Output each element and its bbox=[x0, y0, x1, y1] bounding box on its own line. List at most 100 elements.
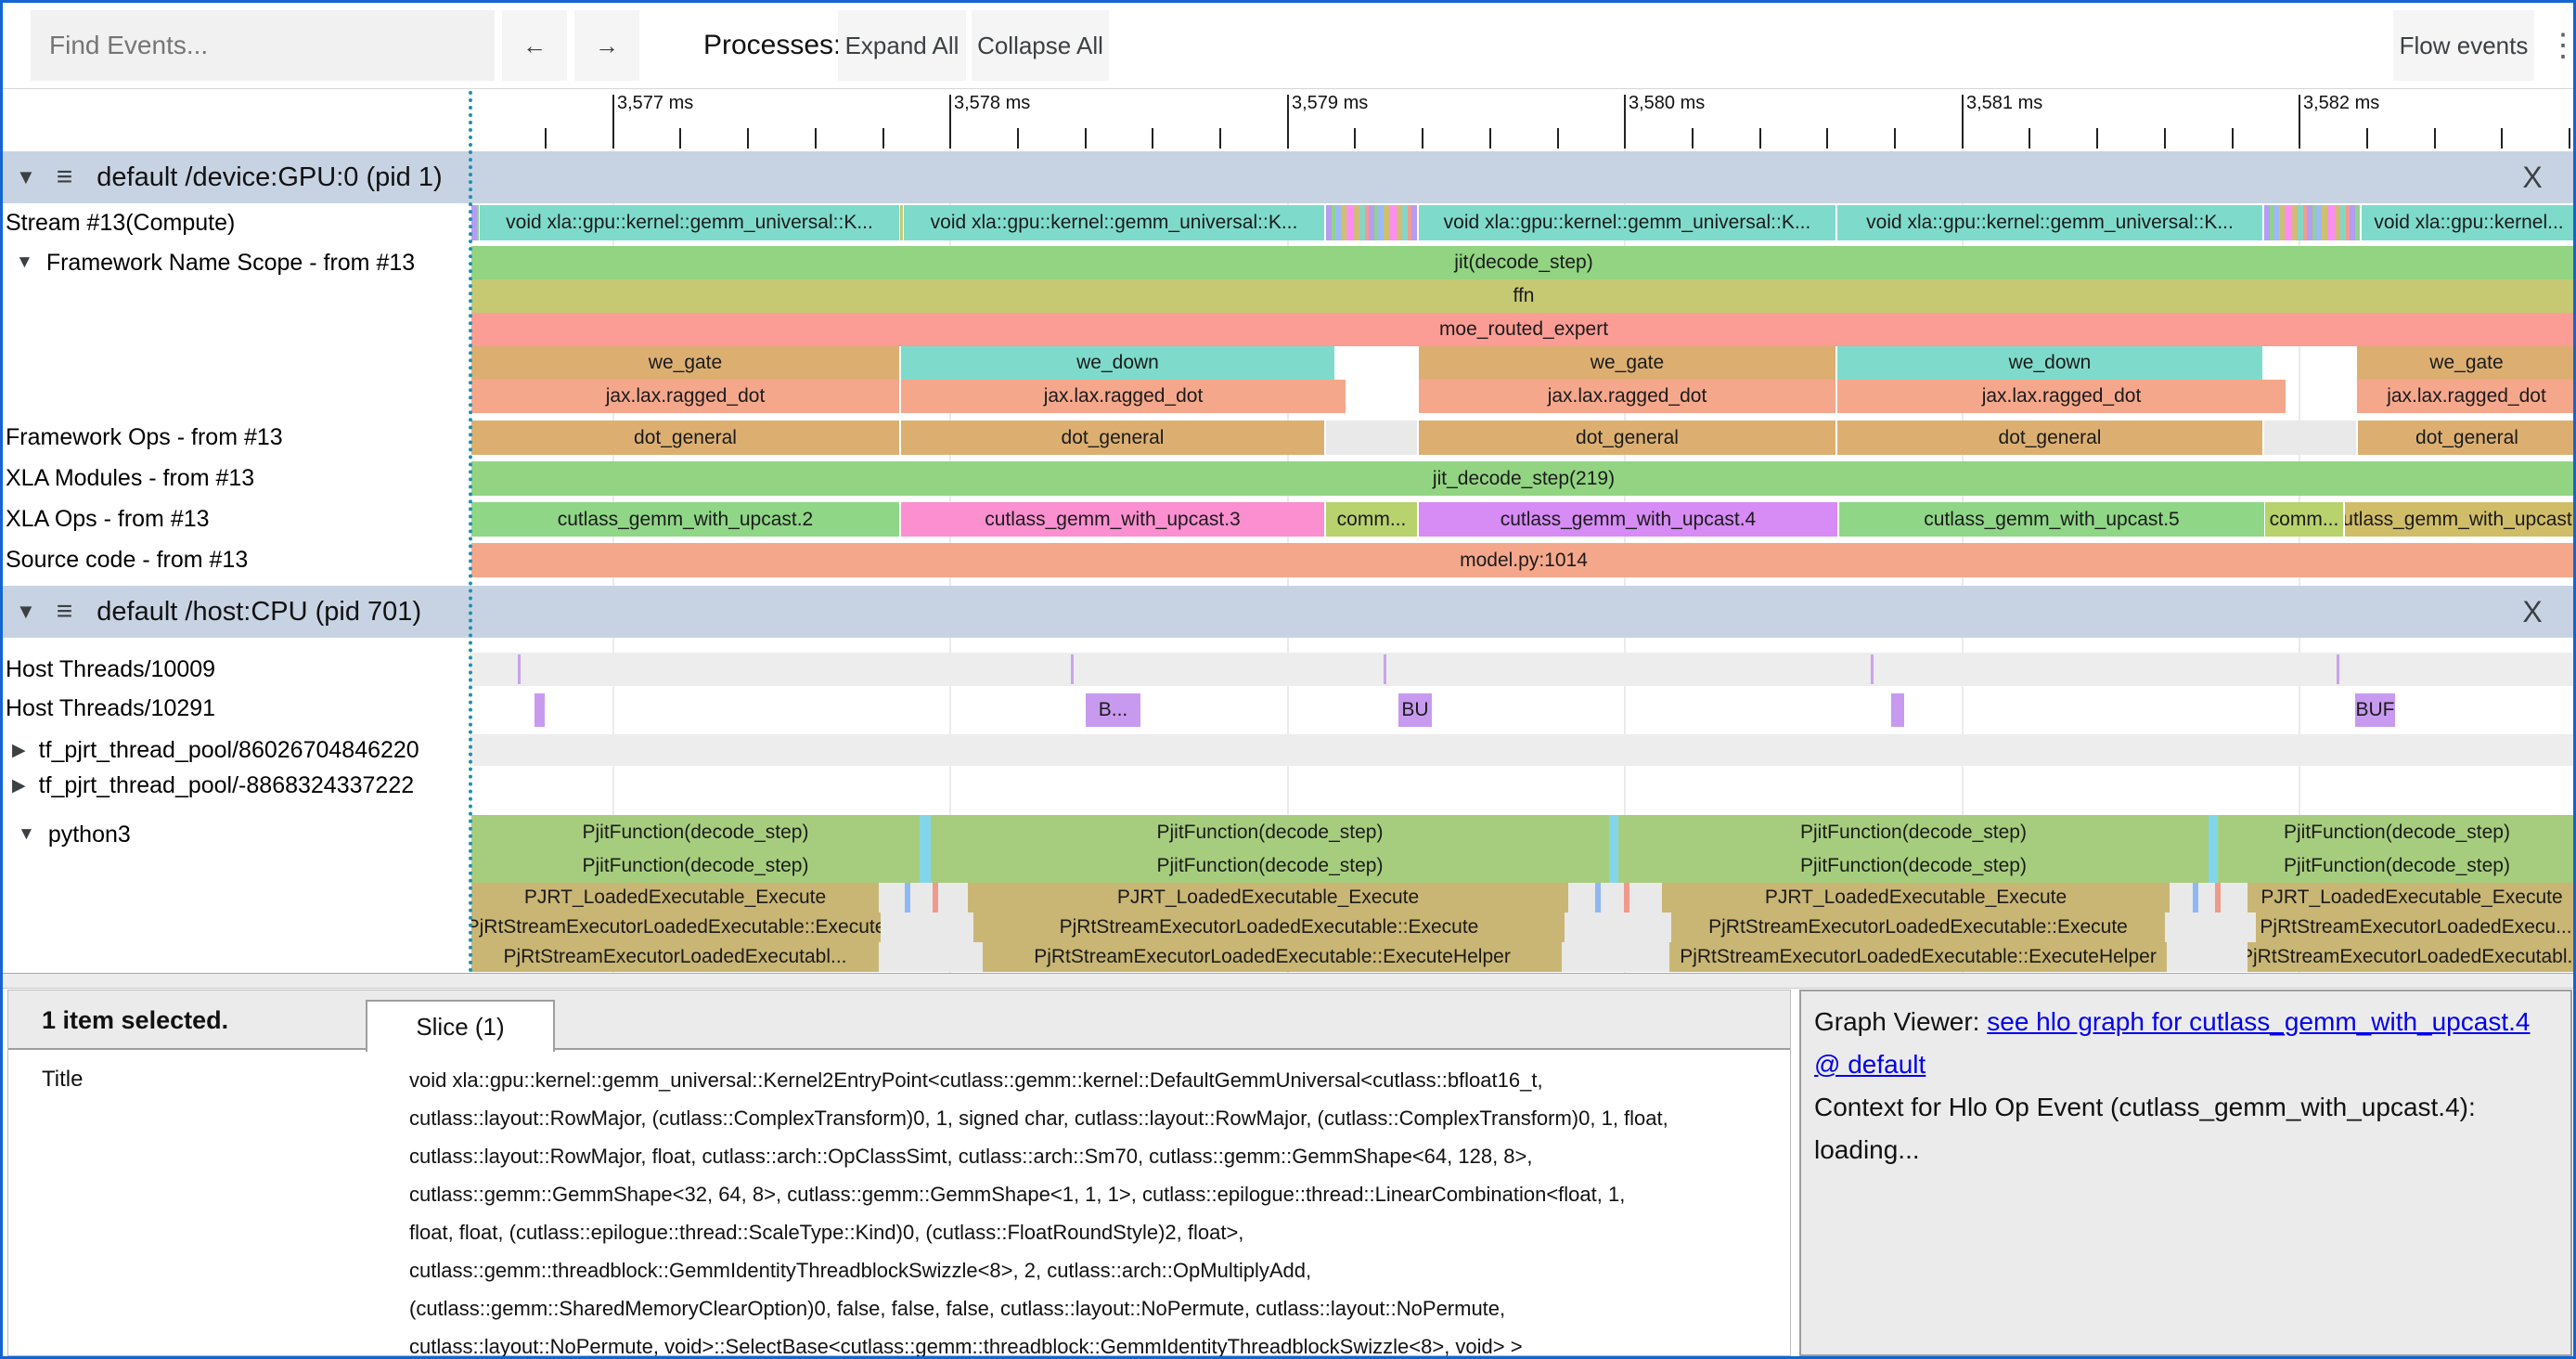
timeline-event[interactable]: PJRT_LoadedExecutable_Execute bbox=[2248, 883, 2573, 912]
timeline-event[interactable]: cutlass_gemm_with_upcast.5 bbox=[1839, 502, 2264, 537]
track-label[interactable]: XLA Ops - from #13 bbox=[6, 502, 210, 537]
timeline-event[interactable]: PJRT_LoadedExecutable_Execute bbox=[471, 883, 879, 912]
timeline-event[interactable]: PjRtStreamExecutorLoadedExecutabl... bbox=[471, 942, 879, 972]
timeline-event[interactable]: dot_general bbox=[1837, 421, 2262, 455]
timeline-event[interactable] bbox=[1384, 654, 1386, 684]
timeline-event[interactable]: PjRtStreamExecutorLoadedExecutable::Exec… bbox=[1671, 912, 2165, 942]
search-input[interactable] bbox=[31, 10, 495, 81]
prev-result-button[interactable]: ← bbox=[502, 10, 567, 81]
timeline-event[interactable]: PjitFunction(decode_step) bbox=[1618, 849, 2209, 883]
timeline-event[interactable] bbox=[471, 205, 479, 240]
next-result-button[interactable]: → bbox=[574, 10, 639, 81]
timeline-event[interactable] bbox=[881, 912, 973, 942]
timeline-event[interactable] bbox=[1565, 912, 1671, 942]
timeline-event[interactable] bbox=[900, 205, 903, 240]
track-label[interactable]: ▶ tf_pjrt_thread_pool/86026704846220 bbox=[12, 734, 419, 766]
timeline-event[interactable]: cutlass_gemm_with_upcast.3 bbox=[901, 502, 1324, 537]
timeline-event[interactable]: cutlass_gemm_with_upcast.2 bbox=[471, 502, 899, 537]
timeline-event[interactable]: PjitFunction(decode_step) bbox=[931, 815, 1609, 849]
timeline-event[interactable]: void xla::gpu::kernel::gemm_universal::K… bbox=[1837, 205, 2262, 240]
timeline-event[interactable] bbox=[920, 815, 931, 849]
timeline-event[interactable] bbox=[1071, 654, 1074, 684]
timeline-event[interactable]: B... bbox=[1086, 693, 1140, 727]
timeline-event[interactable] bbox=[1562, 942, 1669, 972]
timeline-event[interactable]: cutlass_gemm_with_upcast.6 bbox=[2345, 502, 2573, 537]
timeline-event[interactable]: PjRtStreamExecutorLoadedExecutable::Exec… bbox=[471, 912, 881, 942]
timeline-event[interactable]: jax.lax.ragged_dot bbox=[1837, 380, 2286, 413]
timeline-event[interactable]: dot_general bbox=[471, 421, 899, 455]
hamburger-icon[interactable]: ≡ bbox=[56, 596, 73, 627]
timeline-event[interactable]: we_down bbox=[1837, 346, 2262, 380]
timeline-event[interactable]: dot_general bbox=[1419, 421, 1835, 455]
timeline-event[interactable]: comm... bbox=[2265, 502, 2343, 537]
close-process-button[interactable]: X bbox=[2522, 160, 2543, 194]
track-label[interactable]: Source code - from #13 bbox=[6, 543, 248, 577]
timeline-event[interactable]: we_gate bbox=[1419, 346, 1835, 380]
track-label[interactable]: Stream #13(Compute) bbox=[6, 205, 235, 240]
expand-arrow-icon[interactable]: ▶ bbox=[12, 740, 26, 760]
track-label[interactable]: ▶ tf_pjrt_thread_pool/-8868324337222 bbox=[12, 768, 414, 803]
timeline-event[interactable] bbox=[905, 883, 910, 912]
timeline-event[interactable]: PjitFunction(decode_step) bbox=[1618, 815, 2209, 849]
hamburger-icon[interactable]: ≡ bbox=[56, 162, 73, 192]
timeline-event[interactable]: jax.lax.ragged_dot bbox=[1419, 380, 1835, 413]
timeline-event[interactable]: void xla::gpu::kernel::gemm_universal::K… bbox=[1419, 205, 1835, 240]
timeline-event[interactable] bbox=[2337, 654, 2339, 684]
time-ruler[interactable]: 3,577 ms 3,578 ms 3,579 ms 3,580 ms 3,581 ms… bbox=[3, 89, 2573, 149]
timeline-event[interactable]: PjRtStreamExecutorLoadedExecu... bbox=[2256, 912, 2573, 942]
hlo-graph-link[interactable]: see hlo graph for cutlass_gemm_with_upca… bbox=[1814, 1007, 2531, 1079]
timeline-event[interactable]: void xla::gpu::kernel::gemm_universal::K… bbox=[904, 205, 1324, 240]
expand-all-button[interactable]: Expand All bbox=[838, 10, 966, 81]
timeline-event[interactable] bbox=[920, 849, 931, 883]
expand-arrow-icon[interactable]: ▶ bbox=[12, 775, 26, 796]
timeline-event[interactable] bbox=[1568, 883, 1662, 912]
collapse-arrow-icon[interactable]: ▼ bbox=[16, 165, 36, 188]
process-header-gpu[interactable]: ▼ ≡ default /device:GPU:0 (pid 1) X bbox=[3, 151, 2573, 203]
timeline-event[interactable]: comm... bbox=[1326, 502, 1417, 537]
timeline-event[interactable]: model.py:1014 bbox=[471, 543, 2573, 577]
timeline-event[interactable]: PjitFunction(decode_step) bbox=[2218, 849, 2573, 883]
timeline-event[interactable] bbox=[1609, 815, 1618, 849]
flow-events-button[interactable]: Flow events bbox=[2393, 10, 2534, 81]
timeline-event[interactable]: jit(decode_step) bbox=[471, 246, 2573, 279]
timeline-event[interactable] bbox=[2209, 815, 2218, 849]
timeline-event[interactable]: jit_decode_step(219) bbox=[471, 461, 2573, 496]
close-process-button[interactable]: X bbox=[2522, 594, 2543, 628]
timeline-event[interactable] bbox=[1871, 654, 1874, 684]
timeline-event[interactable]: we_gate bbox=[471, 346, 899, 380]
timeline-event[interactable]: ffn bbox=[471, 279, 2573, 313]
timeline-event[interactable] bbox=[2264, 421, 2356, 455]
timeline-event[interactable] bbox=[879, 883, 968, 912]
timeline-event[interactable]: PjitFunction(decode_step) bbox=[2218, 815, 2573, 849]
overflow-menu-icon[interactable]: ⋮ bbox=[2547, 28, 2576, 63]
track-label[interactable]: Host Threads/10291 bbox=[6, 690, 215, 727]
timeline-event[interactable]: dot_general bbox=[901, 421, 1324, 455]
timeline-event[interactable] bbox=[1326, 421, 1417, 455]
timeline-event[interactable]: we_down bbox=[901, 346, 1334, 380]
timeline-event[interactable]: jax.lax.ragged_dot bbox=[471, 380, 899, 413]
timeline-event[interactable]: BUF bbox=[2355, 693, 2395, 727]
timeline-event[interactable] bbox=[2215, 883, 2221, 912]
timeline-event[interactable]: void xla::gpu::kernel... bbox=[2362, 205, 2573, 240]
timeline-event[interactable] bbox=[2264, 205, 2360, 240]
timeline-event[interactable] bbox=[518, 654, 521, 684]
timeline-event[interactable] bbox=[933, 883, 938, 912]
timeline-event[interactable]: void xla::gpu::kernel::gemm_universal::K… bbox=[480, 205, 899, 240]
collapse-arrow-icon[interactable]: ▼ bbox=[16, 252, 33, 272]
tab-slice[interactable]: Slice (1) bbox=[366, 1000, 555, 1052]
timeline-event[interactable] bbox=[1624, 883, 1629, 912]
timeline-event[interactable] bbox=[2170, 883, 2248, 912]
track-label[interactable]: ▼ python3 bbox=[18, 818, 131, 851]
track-label[interactable]: XLA Modules - from #13 bbox=[6, 461, 254, 496]
panel-divider[interactable] bbox=[3, 973, 2573, 989]
timeline-event[interactable]: PjRtStreamExecutorLoadedExecutable::Exec… bbox=[983, 942, 1562, 972]
timeline-event[interactable]: PjitFunction(decode_step) bbox=[471, 815, 920, 849]
timeline-event[interactable]: PjRtStreamExecutorLoadedExecutabl... bbox=[2248, 942, 2573, 972]
timeline-event[interactable]: PjitFunction(decode_step) bbox=[931, 849, 1609, 883]
timeline-event[interactable]: PjitFunction(decode_step) bbox=[471, 849, 920, 883]
timeline-event[interactable]: jax.lax.ragged_dot bbox=[2357, 380, 2573, 413]
collapse-all-button[interactable]: Collapse All bbox=[972, 10, 1109, 81]
timeline-event[interactable] bbox=[2165, 912, 2256, 942]
timeline-event[interactable]: BU bbox=[1398, 693, 1432, 727]
timeline-event[interactable]: cutlass_gemm_with_upcast.4 bbox=[1419, 502, 1837, 537]
